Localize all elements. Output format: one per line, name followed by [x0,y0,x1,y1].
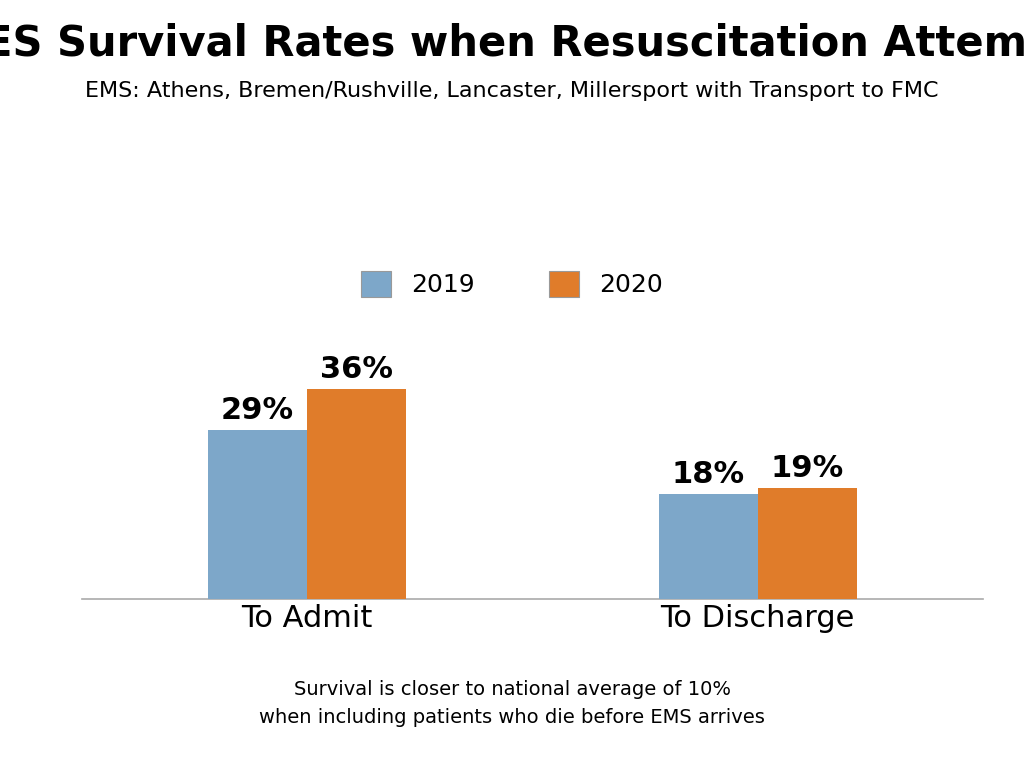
Text: 18%: 18% [672,460,744,489]
Text: CARES Survival Rates when Resuscitation Attempted: CARES Survival Rates when Resuscitation … [0,23,1024,65]
Text: 19%: 19% [771,455,844,484]
Bar [307,389,407,599]
Text: 29%: 29% [221,396,294,425]
Bar [208,430,307,599]
Text: 36%: 36% [321,356,393,384]
Legend: 2019, 2020: 2019, 2020 [348,259,676,310]
Text: Survival is closer to national average of 10%
when including patients who die be: Survival is closer to national average o… [259,680,765,727]
Text: EMS: Athens, Bremen/Rushville, Lancaster, Millersport with Transport to FMC: EMS: Athens, Bremen/Rushville, Lancaster… [85,81,939,101]
Bar [658,494,758,599]
Bar [758,488,857,599]
